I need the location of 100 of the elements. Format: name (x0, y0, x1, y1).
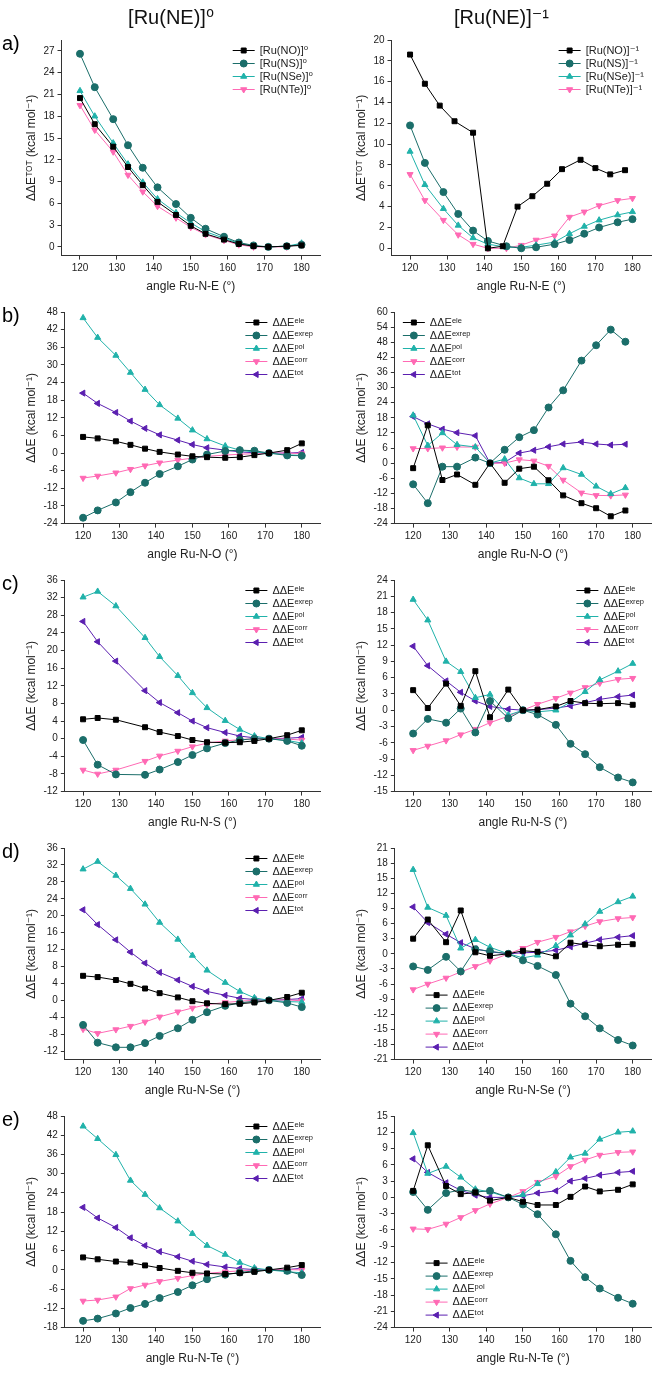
x-tick-label: 170 (256, 798, 275, 810)
y-tick-label: -4 (48, 750, 59, 762)
y-tick-label: 6 (48, 197, 55, 209)
x-tick-label: 160 (220, 530, 238, 542)
y-tick-label: -18 (373, 1038, 389, 1050)
y-axis-title: ΔΔE (kcal mol⁻¹) (353, 640, 368, 731)
x-tick-label: 130 (441, 798, 459, 810)
y-tick-label: 9 (382, 655, 389, 667)
x-axis-title: angle Ru-N-S (°) (148, 815, 237, 830)
y-axis-title: ΔΔE (kcal mol⁻¹) (23, 640, 38, 731)
y-tick-label: 36 (46, 573, 59, 585)
legend-label: ΔΔEᵗᵒᵗ (272, 903, 304, 916)
x-tick-label: 160 (551, 1066, 569, 1078)
y-tick-label: 2 (378, 221, 385, 233)
legend-label: ΔΔEᵉˡᵉ (452, 988, 485, 1001)
x-tick-label: 130 (438, 262, 456, 274)
legend-label: ΔΔEᵉˣʳᵉᵖ (272, 864, 314, 877)
x-tick-label: 160 (220, 1334, 238, 1346)
legend-label: ΔΔEᵖᵒˡ (272, 1145, 305, 1158)
y-tick-label: 36 (46, 1148, 59, 1160)
x-tick-label: 180 (624, 1334, 642, 1346)
y-tick-label: -3 (378, 962, 389, 974)
y-tick-label: 4 (52, 977, 59, 989)
legend-label: [Ru(NS)]⁰ (259, 56, 308, 69)
y-tick-label: -6 (378, 1223, 389, 1235)
legend-label: ΔΔEᶜᵒʳʳ (272, 1158, 309, 1171)
y-tick-label: -15 (373, 785, 389, 797)
x-tick-label: 130 (111, 1066, 129, 1078)
y-tick-label: -9 (378, 1239, 389, 1251)
legend-label: ΔΔEᵉˡᵉ (452, 1256, 485, 1269)
y-tick-label: 24 (46, 1186, 59, 1198)
legend-label: ΔΔEᶜᵒʳʳ (272, 354, 309, 367)
y-tick-label: 24 (46, 376, 59, 388)
legend-label: ΔΔEᵗᵒᵗ (452, 1040, 485, 1053)
y-tick-label: 12 (43, 153, 55, 165)
x-axis-title: angle Ru-N-E (°) (146, 279, 236, 294)
x-tick-label: 150 (184, 530, 202, 542)
y-axis-title: ΔΔE (kcal mol⁻¹) (23, 1176, 38, 1267)
x-tick-label: 160 (220, 1066, 238, 1078)
y-tick-label: 21 (376, 590, 389, 602)
x-tick-label: 140 (477, 1066, 496, 1078)
x-tick-label: 150 (184, 1066, 202, 1078)
y-tick-label: 28 (46, 875, 59, 887)
x-tick-label: 130 (441, 530, 459, 542)
x-tick-label: 120 (71, 262, 89, 274)
text: d) (2, 839, 20, 862)
y-tick-label: 10 (373, 137, 385, 149)
legend-label: ΔΔEᵉˡᵉ (272, 583, 305, 596)
x-tick-label: 180 (293, 798, 311, 810)
x-tick-label: 180 (293, 1334, 311, 1346)
x-tick-label: 180 (624, 798, 642, 810)
y-tick-label: -12 (373, 769, 389, 781)
y-tick-label: 24 (46, 892, 59, 904)
y-tick-label: 30 (46, 1167, 59, 1179)
x-axis-title: angle Ru-N-Se (°) (144, 1083, 241, 1098)
x-tick-label: 140 (147, 798, 165, 810)
y-tick-label: 24 (376, 573, 389, 585)
legend-label: ΔΔEᵉˡᵉ (272, 315, 305, 328)
x-tick-label: 120 (74, 530, 92, 542)
legend-label: ΔΔEᶜᵒʳʳ (429, 354, 466, 367)
legend-label: ΔΔEᵖᵒˡ (272, 341, 305, 354)
y-axis-title: ΔΔE (kcal mol⁻¹) (353, 908, 368, 999)
y-tick-label: -9 (378, 992, 389, 1004)
x-axis-title: angle Ru-N-O (°) (147, 547, 238, 562)
y-tick-label: 28 (46, 609, 59, 621)
legend-label: ΔΔEᶜᵒʳʳ (272, 890, 309, 903)
x-tick-label: 160 (549, 262, 568, 274)
x-tick-label: 150 (512, 262, 531, 274)
x-tick-label: 160 (551, 1334, 569, 1346)
y-tick-label: -18 (43, 1321, 59, 1333)
x-tick-label: 120 (404, 1066, 422, 1078)
legend-label: ΔΔEᵗᵒᵗ (272, 635, 304, 648)
legend-label: ΔΔEᵉˣʳᵉᵖ (452, 1269, 494, 1282)
y-tick-label: 48 (46, 305, 59, 317)
y-tick-label: 6 (52, 1244, 59, 1256)
y-tick-label: 32 (46, 858, 59, 870)
y-tick-label: -21 (373, 1053, 389, 1065)
y-tick-label: -24 (373, 517, 389, 529)
legend-label: [Ru(NO)]⁰ (259, 43, 309, 56)
x-tick-label: 180 (293, 530, 311, 542)
y-tick-label: 21 (43, 88, 55, 100)
x-tick-label: 180 (293, 1066, 311, 1078)
x-axis-title: angle Ru-N-S (°) (478, 815, 568, 830)
y-tick-label: 20 (46, 909, 59, 921)
x-tick-label: 150 (514, 530, 532, 542)
y-tick-label: 12 (376, 1126, 389, 1138)
y-tick-label: -12 (373, 1256, 389, 1268)
x-tick-label: 140 (147, 530, 165, 542)
y-tick-label: -3 (378, 720, 389, 732)
legend-label: ΔΔEᵉˣʳᵉᵖ (272, 596, 314, 609)
y-tick-label: 36 (46, 341, 59, 353)
x-tick-label: 140 (147, 1066, 165, 1078)
y-tick-label: 6 (382, 1158, 389, 1170)
text: c) (2, 571, 19, 594)
y-tick-label: -6 (378, 472, 389, 484)
text: e) (2, 1107, 20, 1130)
legend-label: ΔΔEᵉˣʳᵉᵖ (429, 328, 471, 341)
y-tick-label: -18 (43, 499, 59, 511)
y-tick-label: 6 (378, 179, 385, 191)
y-tick-label: 24 (376, 396, 389, 408)
